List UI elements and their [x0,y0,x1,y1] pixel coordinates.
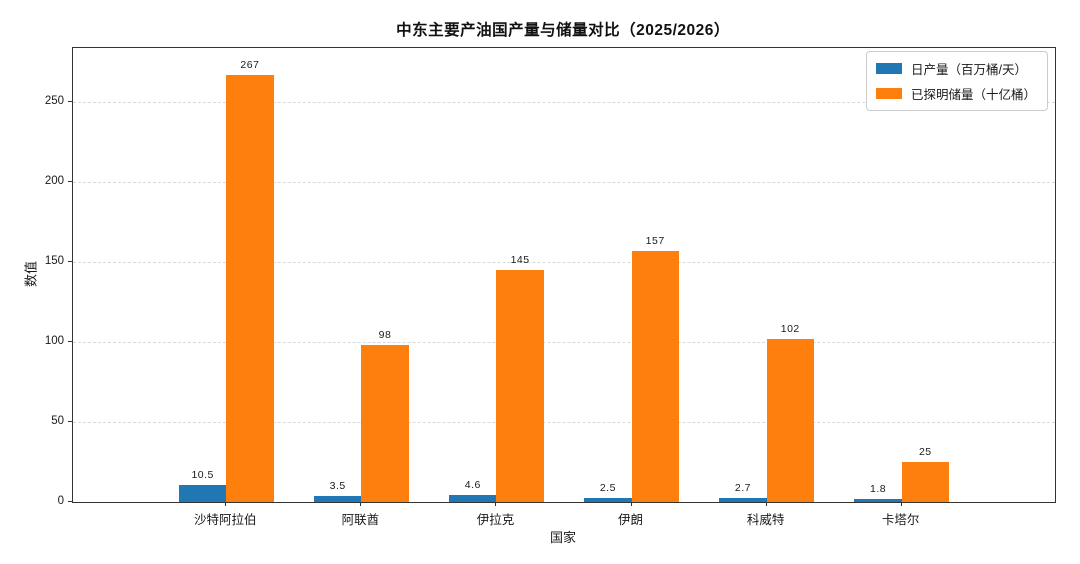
y-tick-mark [68,261,72,263]
x-tick-mark [360,502,362,506]
bar [719,497,767,502]
bar [361,345,409,502]
bar-value-label: 98 [378,329,392,342]
x-tick-label: 科威特 [746,513,785,527]
bar-value-label: 267 [240,59,260,72]
y-tick-mark [68,421,72,423]
gridline [73,342,1055,344]
x-tick-label: 阿联酋 [341,513,380,527]
bar [631,251,679,502]
x-axis-label: 国家 [549,530,576,545]
x-tick-label: 沙特阿拉伯 [194,513,257,527]
bar-value-label: 102 [780,322,800,335]
y-tick-label: 100 [44,335,64,348]
y-tick-label: 0 [57,495,64,507]
x-tick-mark [225,502,227,506]
bar-value-label: 2.5 [599,482,616,494]
y-tick-mark [68,181,72,183]
gridline [73,422,1055,424]
y-tick-label: 250 [44,95,64,108]
bar-value-label: 2.7 [734,481,752,494]
bar [766,338,814,502]
y-tick-mark [68,101,72,103]
legend-item: 已探明储量（十亿桶） [875,84,1036,103]
y-tick-mark [68,501,72,502]
gridline [73,102,1055,104]
bar-value-label: 145 [510,254,530,267]
bar [179,485,227,502]
bar-value-label: 25 [918,446,932,459]
x-tick-label: 伊拉克 [476,513,515,527]
bar-value-label: 3.5 [329,480,346,493]
legend-swatch [875,63,902,74]
x-tick-label: 卡塔尔 [881,513,920,527]
y-tick-label: 50 [51,415,64,428]
bar [496,270,544,502]
y-tick-label: 150 [44,255,64,268]
bar [226,75,274,502]
gridline [73,182,1055,184]
bar-value-label: 1.8 [869,483,887,496]
bar [584,498,632,502]
bar [901,462,949,502]
legend-label: 日产量（百万桶/天） [910,63,1027,77]
legend-item: 日产量（百万桶/天） [875,59,1036,78]
bar-value-label: 10.5 [191,469,214,482]
gridline [73,262,1055,264]
bar [854,499,902,502]
bar-value-label: 4.6 [464,478,481,491]
x-tick-mark [900,502,902,506]
x-tick-mark [765,502,767,506]
bar-value-label: 157 [645,235,665,248]
x-tick-mark [630,502,632,506]
bar [449,494,497,502]
x-tick-mark [495,502,497,506]
bar [314,496,362,502]
legend-label: 已探明储量（十亿桶） [910,88,1036,102]
plot-area: 10.5 3.5 4.6 2.5 2.7 1.8 267 98 145 157 102 25 [72,47,1056,503]
x-tick-label: 伊朗 [618,513,644,527]
chart-title: 中东主要产油国产量与储量对比（2025/2026） [396,22,730,39]
legend-swatch [875,88,902,99]
y-tick-label: 200 [44,175,64,188]
legend: 日产量（百万桶/天） 已探明储量（十亿桶） [865,51,1048,111]
y-tick-mark [68,341,72,343]
